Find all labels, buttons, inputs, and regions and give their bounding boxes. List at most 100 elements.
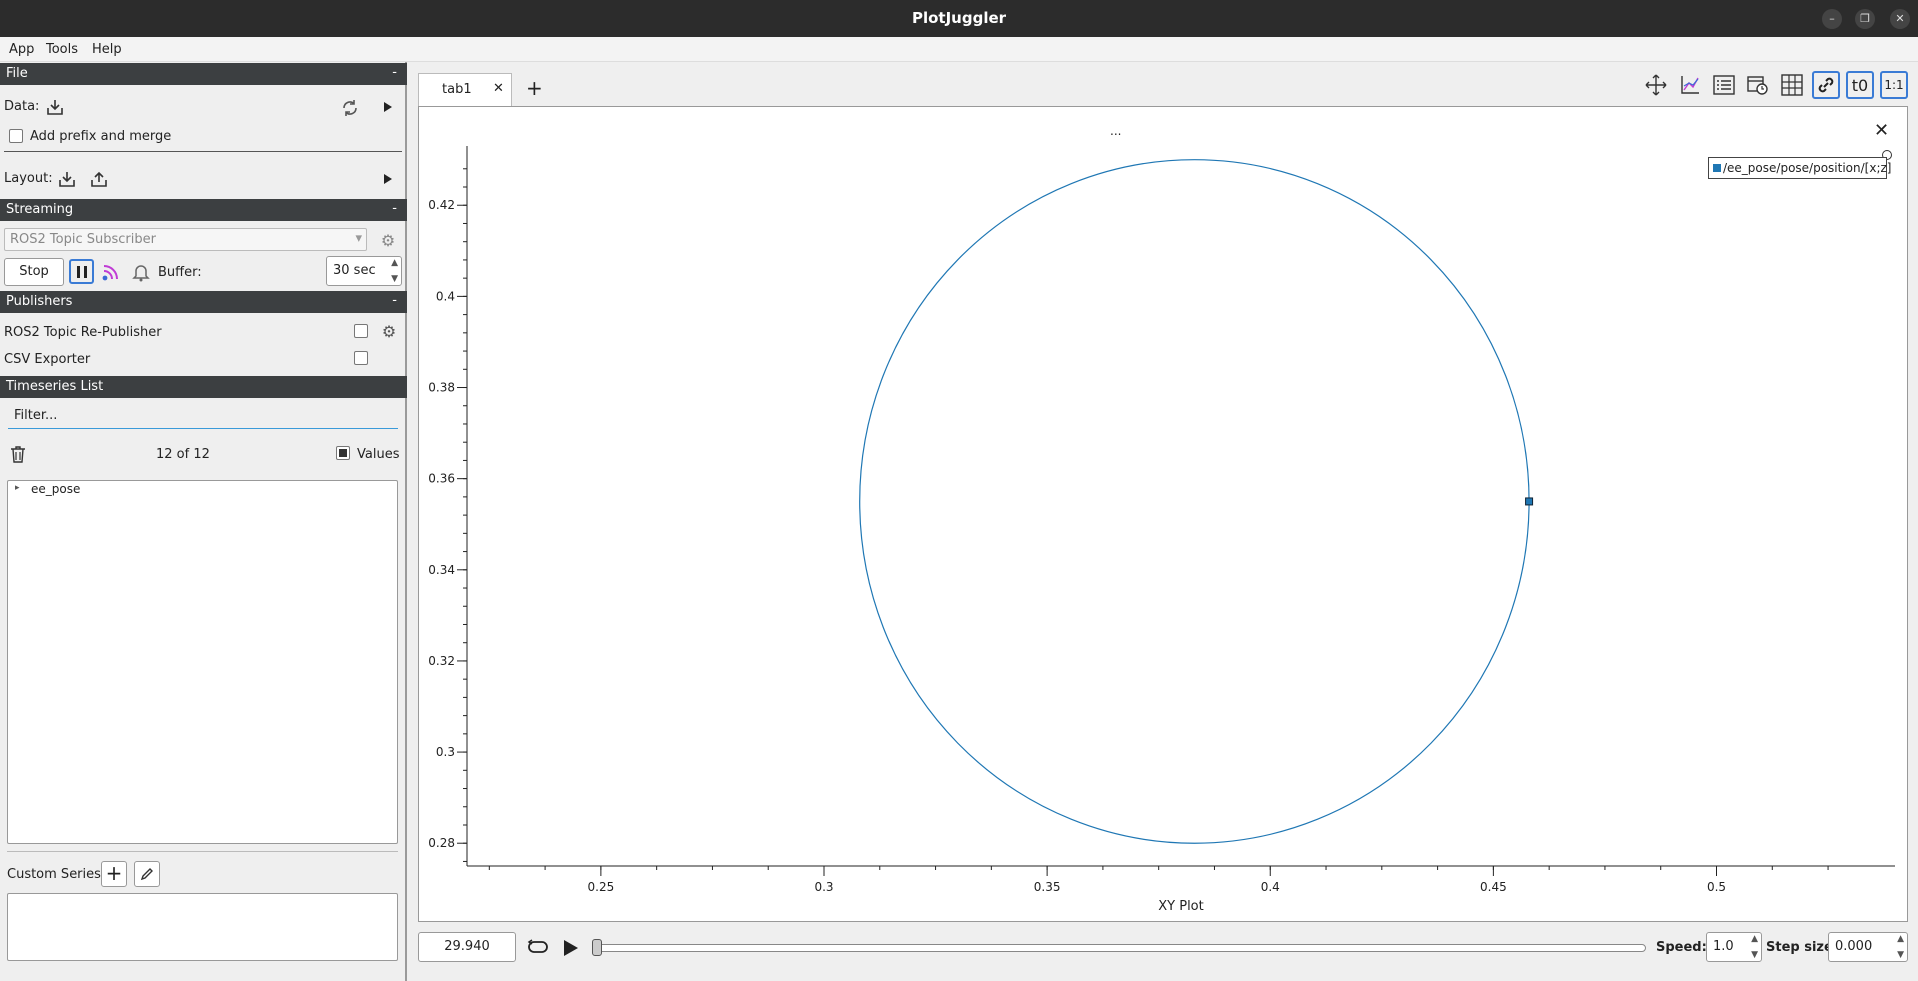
values-checkbox[interactable] [336, 446, 350, 460]
collapse-icon[interactable]: - [392, 65, 397, 80]
collapse-icon[interactable]: - [392, 201, 397, 216]
current-point-marker [1525, 497, 1534, 506]
load-layout-icon[interactable] [56, 168, 78, 190]
timeseries-tree[interactable]: ▸ ee_pose [7, 480, 398, 844]
plot-title: ... [1110, 124, 1122, 138]
close-window-icon[interactable]: ✕ [1890, 9, 1910, 29]
tab-tab1[interactable]: tab1 ✕ [418, 73, 512, 107]
filter-input[interactable]: Filter... [8, 402, 398, 429]
step-size-value: 0.000 [1835, 939, 1873, 954]
y-tick-label: 0.38 [428, 381, 455, 395]
window-title: PlotJuggler [911, 9, 1007, 27]
bell-icon[interactable] [130, 261, 152, 283]
buffer-label: Buffer: [158, 265, 202, 280]
time-value: 29.940 [444, 939, 490, 954]
move-icon[interactable] [1644, 73, 1668, 97]
menu-tools[interactable]: Tools [46, 42, 79, 57]
legend-swatch [1713, 164, 1721, 172]
loop-icon[interactable] [526, 936, 550, 958]
streaming-header[interactable]: Streaming - [0, 199, 407, 221]
title-bar: PlotJuggler – ❐ ✕ [0, 0, 1918, 37]
rss-icon[interactable] [100, 261, 122, 283]
time-offset-button[interactable]: t0 [1846, 71, 1874, 99]
list-icon[interactable] [1712, 73, 1736, 97]
left-panel: File - Data: Add prefix and merge Layout… [0, 62, 407, 981]
gear-icon[interactable]: ⚙ [381, 321, 397, 341]
tab-label: tab1 [442, 82, 472, 97]
pause-icon[interactable] [69, 259, 94, 284]
publisher-csv-checkbox[interactable] [354, 351, 368, 365]
buffer-value: 30 sec [333, 263, 376, 278]
publisher-item-ros2: ROS2 Topic Re-Publisher [4, 325, 162, 340]
restore-icon[interactable]: ❐ [1855, 9, 1875, 29]
grid-icon[interactable] [1780, 73, 1804, 97]
close-plot-icon[interactable]: ✕ [1874, 120, 1890, 141]
legend-handle-icon[interactable] [1882, 150, 1892, 160]
publisher-item-csv: CSV Exporter [4, 352, 91, 367]
tree-expand-icon[interactable]: ▸ [15, 483, 20, 493]
speed-spinbox[interactable]: 1.0 ▲ ▼ [1706, 932, 1762, 962]
spin-up-icon[interactable]: ▲ [391, 258, 398, 268]
collapse-icon[interactable]: - [392, 293, 397, 308]
tree-item-ee-pose[interactable]: ee_pose [31, 482, 81, 496]
prefix-checkbox[interactable] [9, 129, 23, 143]
trash-icon[interactable] [9, 444, 27, 464]
link-icon[interactable] [1812, 71, 1840, 99]
close-tab-icon[interactable]: ✕ [493, 81, 504, 96]
layout-arrow-icon[interactable] [382, 172, 394, 186]
streaming-source-value: ROS2 Topic Subscriber [10, 232, 156, 247]
play-icon[interactable] [561, 937, 581, 959]
legend-label: /ee_pose/pose/position/[x;z] [1723, 161, 1892, 175]
y-tick-label: 0.32 [428, 654, 455, 668]
spin-down-icon[interactable]: ▼ [391, 274, 398, 284]
divider [7, 851, 398, 852]
x-tick-label: 0.35 [1034, 880, 1061, 894]
stop-button[interactable]: Stop [4, 258, 64, 286]
data-label: Data: [4, 99, 40, 114]
publisher-ros2-checkbox[interactable] [354, 324, 368, 338]
step-size-label: Step size: [1766, 940, 1839, 955]
chevron-down-icon: ▾ [355, 231, 362, 246]
buffer-spinbox[interactable]: 30 sec ▲ ▼ [326, 256, 402, 286]
publishers-header[interactable]: Publishers - [0, 291, 407, 313]
streaming-source-select[interactable]: ROS2 Topic Subscriber ▾ [4, 228, 367, 251]
t0-label: t0 [1851, 75, 1869, 95]
add-custom-series-button[interactable]: + [101, 861, 127, 887]
spin-down-icon[interactable]: ▼ [1897, 950, 1904, 960]
series-count: 12 of 12 [156, 447, 210, 462]
reload-icon[interactable] [338, 96, 362, 120]
prefix-label: Add prefix and merge [30, 129, 172, 144]
menu-help[interactable]: Help [92, 42, 122, 57]
edit-custom-series-button[interactable] [134, 861, 160, 887]
filter-placeholder: Filter... [14, 408, 58, 423]
save-layout-icon[interactable] [88, 168, 110, 190]
timeline-handle[interactable] [592, 939, 602, 956]
add-tab-button[interactable]: + [526, 76, 543, 100]
spin-down-icon[interactable]: ▼ [1751, 950, 1758, 960]
ratio-label: 1:1 [1884, 78, 1904, 92]
speed-label: Speed: [1656, 940, 1707, 955]
plot-area[interactable] [418, 106, 1908, 922]
step-size-spinbox[interactable]: 0.000 ▲ ▼ [1828, 932, 1908, 962]
minimize-icon[interactable]: – [1822, 9, 1842, 29]
menu-app[interactable]: App [9, 42, 35, 57]
timeline-slider[interactable] [593, 944, 1646, 952]
zoom-out-axes-icon[interactable] [1678, 73, 1702, 97]
calendar-clock-icon[interactable] [1746, 73, 1770, 97]
layout-label: Layout: [4, 171, 53, 186]
ratio-button[interactable]: 1:1 [1880, 71, 1908, 99]
x-axis-label: XY Plot [1158, 899, 1203, 914]
spin-up-icon[interactable]: ▲ [1751, 934, 1758, 944]
expand-arrow-icon[interactable] [382, 100, 394, 114]
time-display[interactable]: 29.940 [418, 932, 516, 962]
load-data-icon[interactable] [44, 96, 66, 118]
custom-series-list[interactable] [7, 893, 398, 961]
timeseries-header-label: Timeseries List [6, 379, 104, 394]
gear-icon[interactable]: ⚙ [380, 230, 396, 250]
plot-legend[interactable]: /ee_pose/pose/position/[x;z] [1708, 157, 1891, 179]
x-tick-label: 0.4 [1261, 880, 1280, 894]
file-header[interactable]: File - [0, 63, 407, 85]
spin-up-icon[interactable]: ▲ [1897, 934, 1904, 944]
streaming-header-label: Streaming [6, 202, 74, 217]
